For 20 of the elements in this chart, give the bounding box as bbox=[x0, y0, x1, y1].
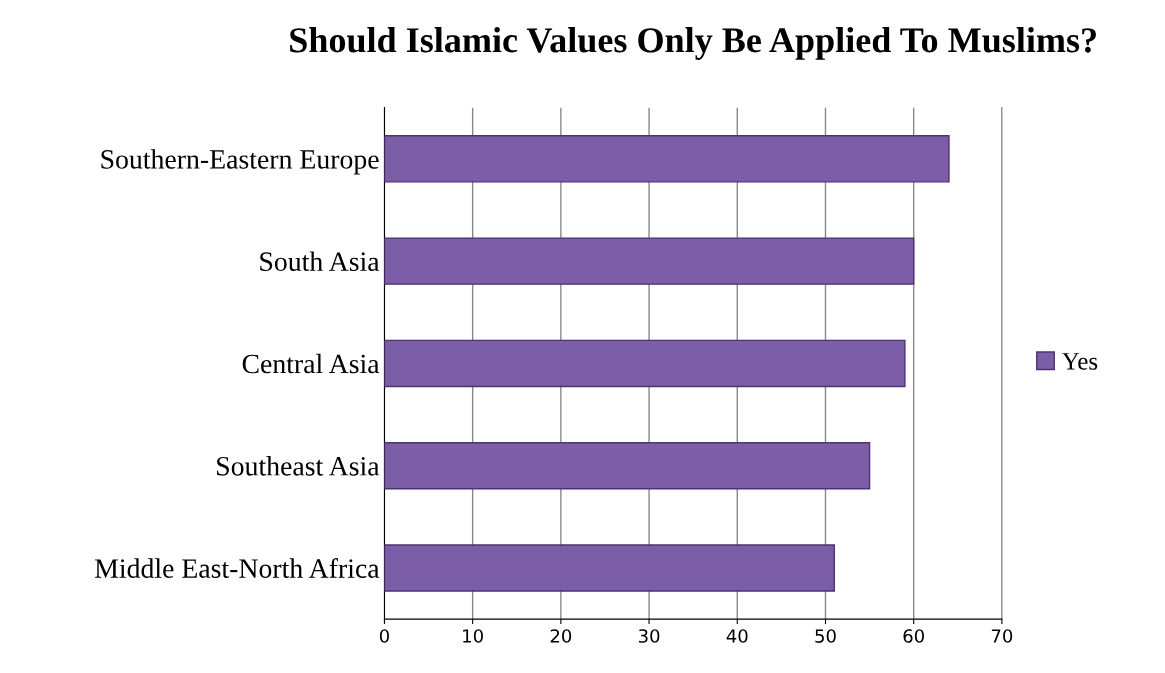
x-tick-label: 10 bbox=[463, 629, 483, 643]
y-tick-label: Southern-Eastern Europe bbox=[101, 149, 379, 175]
x-tick-label: 70 bbox=[991, 629, 1013, 643]
bar bbox=[384, 135, 950, 183]
x-tick-label: 60 bbox=[903, 629, 924, 643]
y-tick-label: Central Asia bbox=[242, 353, 380, 374]
chart-title: Should Islamic Values Only Be Applied To Muslims? bbox=[290, 27, 1096, 60]
x-tick-label: 50 bbox=[815, 629, 836, 643]
x-tick-label: 40 bbox=[726, 629, 748, 643]
bar bbox=[384, 339, 906, 388]
y-tick-label: Southeast Asia bbox=[217, 456, 380, 476]
bar bbox=[384, 442, 871, 490]
x-tick-label: 30 bbox=[638, 629, 660, 643]
y-tick-label: South Asia bbox=[260, 251, 380, 272]
bar bbox=[384, 237, 915, 285]
bar bbox=[384, 544, 836, 592]
legend-label: Yes bbox=[1062, 353, 1098, 370]
y-tick-label: Middle East-North Africa bbox=[94, 558, 380, 578]
x-tick-label: 20 bbox=[550, 629, 572, 643]
x-tick-label: 0 bbox=[379, 629, 389, 643]
